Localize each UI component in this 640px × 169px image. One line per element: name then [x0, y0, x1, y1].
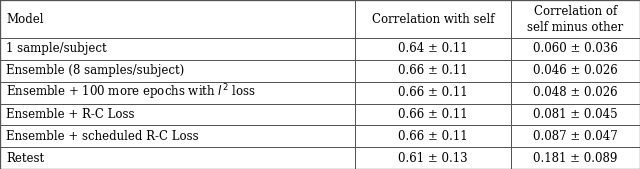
Text: 0.046 ± 0.026: 0.046 ± 0.026 [533, 64, 618, 77]
Bar [0, 38, 355, 60]
Bar [511, 82, 640, 103]
Text: Ensemble + 100 more epochs with $l^2$ loss: Ensemble + 100 more epochs with $l^2$ lo… [6, 83, 256, 102]
Text: Ensemble + R-C Loss: Ensemble + R-C Loss [6, 108, 135, 121]
Bar [0, 60, 355, 82]
Bar [511, 60, 640, 82]
Bar [0, 103, 355, 125]
Bar [511, 103, 640, 125]
Text: 0.64 ± 0.11: 0.64 ± 0.11 [398, 42, 468, 55]
Text: 0.048 ± 0.026: 0.048 ± 0.026 [533, 86, 618, 99]
Text: Retest: Retest [6, 152, 45, 165]
Text: Ensemble (8 samples/subject): Ensemble (8 samples/subject) [6, 64, 185, 77]
Text: Ensemble + scheduled R-C Loss: Ensemble + scheduled R-C Loss [6, 130, 199, 143]
Bar [355, 38, 511, 60]
Text: 0.61 ± 0.13: 0.61 ± 0.13 [398, 152, 468, 165]
Text: Correlation with self: Correlation with self [372, 13, 494, 26]
Text: 0.060 ± 0.036: 0.060 ± 0.036 [533, 42, 618, 55]
Bar [0, 125, 355, 147]
Bar [355, 82, 511, 103]
Bar [511, 38, 640, 60]
Bar [511, 147, 640, 169]
Bar [355, 125, 511, 147]
Text: 0.087 ± 0.047: 0.087 ± 0.047 [533, 130, 618, 143]
Text: Correlation of
self minus other: Correlation of self minus other [527, 5, 623, 33]
Text: 0.66 ± 0.11: 0.66 ± 0.11 [398, 108, 468, 121]
Text: Model: Model [6, 13, 44, 26]
Bar [0, 0, 355, 38]
Text: 0.66 ± 0.11: 0.66 ± 0.11 [398, 86, 468, 99]
Bar [0, 147, 355, 169]
Bar [0, 82, 355, 103]
Text: 1 sample/subject: 1 sample/subject [6, 42, 107, 55]
Text: 0.66 ± 0.11: 0.66 ± 0.11 [398, 64, 468, 77]
Text: 0.081 ± 0.045: 0.081 ± 0.045 [533, 108, 618, 121]
Bar [355, 147, 511, 169]
Text: 0.181 ± 0.089: 0.181 ± 0.089 [533, 152, 618, 165]
Bar [355, 103, 511, 125]
Text: 0.66 ± 0.11: 0.66 ± 0.11 [398, 130, 468, 143]
Bar [511, 125, 640, 147]
Bar [355, 60, 511, 82]
Bar [511, 0, 640, 38]
Bar [355, 0, 511, 38]
